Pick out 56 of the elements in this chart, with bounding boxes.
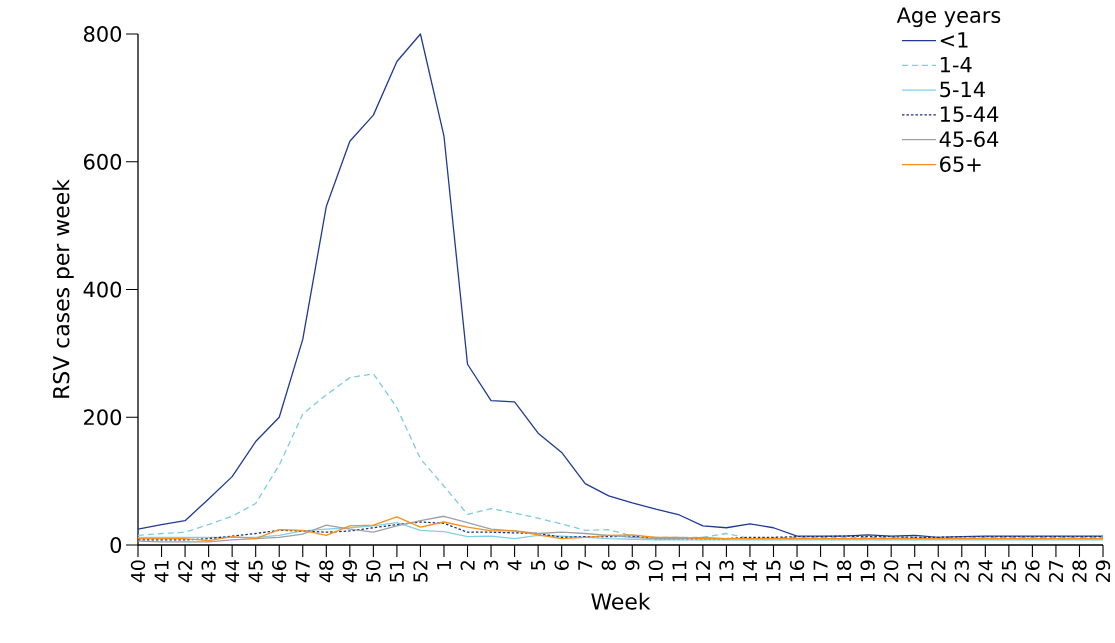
x-tick-label: 17 — [813, 560, 828, 582]
x-tick-label: 26 — [1025, 560, 1040, 582]
x-tick-label: 28 — [1072, 560, 1087, 582]
x-tick-label: 52 — [413, 561, 428, 582]
x-tick-label: 48 — [319, 560, 334, 583]
x-tick-label: 16 — [789, 560, 805, 582]
x-tick-label: 51 — [389, 560, 404, 582]
x-tick-label: 46 — [272, 560, 287, 583]
x-tick-label: 21 — [907, 560, 922, 582]
x-tick-label: 7 — [578, 560, 593, 570]
x-tick-label: 25 — [1001, 560, 1017, 582]
y-tick-label: 0 — [110, 537, 122, 553]
x-tick-label: 11 — [672, 560, 687, 582]
legend-label: 1-4 — [940, 56, 972, 73]
x-tick-label: 40 — [130, 560, 146, 583]
x-tick-label: 44 — [225, 560, 240, 583]
y-axis-title: RSV cases per week — [52, 179, 74, 398]
x-tick-label: 3 — [483, 560, 499, 570]
y-tick-label: 200 — [84, 409, 122, 426]
legend-label: 5-14 — [940, 81, 985, 98]
x-tick-label: 2 — [460, 561, 475, 570]
x-tick-label: 24 — [978, 560, 993, 582]
legend-label: 65+ — [940, 156, 981, 173]
x-tick-label: 29 — [1095, 560, 1111, 582]
x-tick-label: 10 — [648, 560, 663, 582]
x-tick-label: 20 — [884, 560, 899, 582]
x-tick-label: 27 — [1048, 560, 1063, 582]
legend-label: 45-64 — [939, 131, 999, 147]
x-tick-label: 15 — [766, 560, 781, 582]
x-tick-label: 6 — [554, 560, 569, 570]
x-tick-label: 5 — [531, 560, 546, 570]
x-tick-label: 13 — [719, 560, 734, 582]
x-tick-label: 50 — [366, 560, 381, 582]
x-tick-label: 4 — [507, 560, 522, 571]
x-tick-label: 47 — [295, 560, 310, 583]
x-tick-label: 41 — [154, 560, 169, 583]
x-tick-label: 22 — [931, 561, 946, 582]
legend-label: 15-44 — [940, 106, 999, 122]
x-tick-label: 42 — [178, 561, 193, 583]
x-tick-label: 12 — [695, 561, 710, 582]
x-tick-label: 45 — [248, 560, 263, 583]
x-tick-label: 14 — [743, 560, 757, 582]
x-tick-label: 43 — [201, 560, 216, 583]
x-tick-label: 23 — [954, 560, 969, 582]
legend-label: <1 — [940, 32, 968, 48]
x-tick-label: 9 — [625, 560, 640, 571]
x-tick-label: 1 — [437, 560, 451, 570]
y-tick-label: 800 — [83, 26, 122, 42]
legend-title: Age years — [896, 7, 1001, 28]
x-axis-title: Week — [591, 592, 651, 610]
y-tick-label: 600 — [84, 153, 122, 170]
y-tick-label: 400 — [83, 281, 122, 298]
x-tick-label: 19 — [860, 560, 875, 582]
x-tick-label: 49 — [342, 560, 357, 583]
x-tick-label: 8 — [601, 560, 616, 570]
x-tick-label: 18 — [836, 560, 852, 582]
